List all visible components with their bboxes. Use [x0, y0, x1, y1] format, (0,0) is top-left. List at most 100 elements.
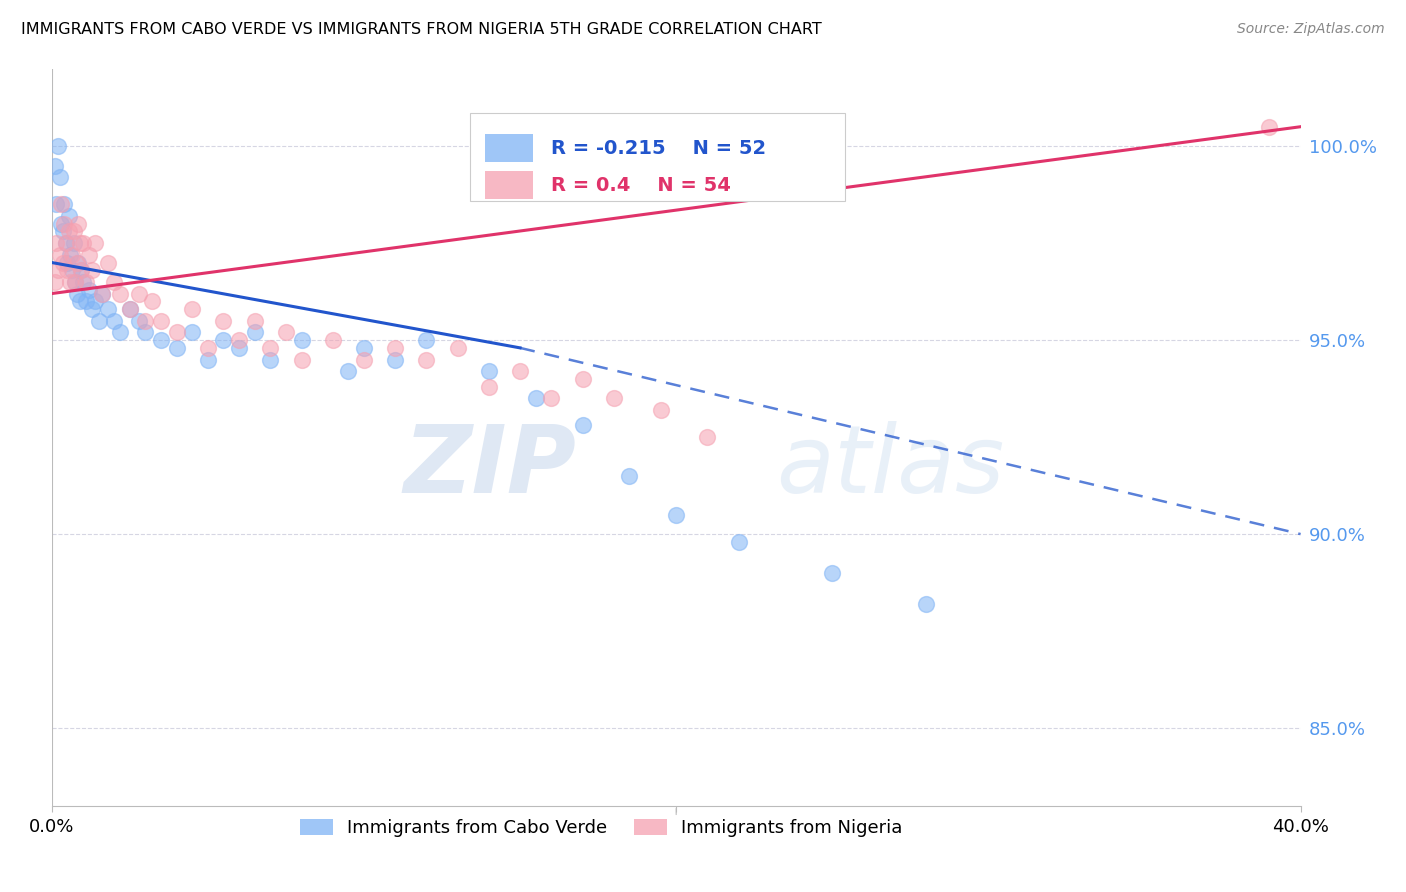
Point — [53, 217, 76, 231]
Point — [128, 286, 150, 301]
Point — [70, 263, 93, 277]
Point — [337, 364, 360, 378]
Point — [821, 566, 844, 580]
Point — [212, 314, 235, 328]
Point — [478, 379, 501, 393]
Point — [446, 341, 468, 355]
Point — [67, 255, 90, 269]
Point — [259, 352, 281, 367]
Point — [322, 333, 344, 347]
Legend: Immigrants from Cabo Verde, Immigrants from Nigeria: Immigrants from Cabo Verde, Immigrants f… — [292, 812, 910, 845]
Point — [52, 225, 75, 239]
Text: R = 0.4    N = 54: R = 0.4 N = 54 — [551, 176, 731, 194]
Point — [87, 314, 110, 328]
Point — [384, 352, 406, 367]
Point — [118, 301, 141, 316]
Point — [243, 314, 266, 328]
Point — [619, 469, 641, 483]
Point — [571, 372, 593, 386]
Point — [55, 236, 77, 251]
Point — [69, 294, 91, 309]
Point — [59, 248, 82, 262]
Point — [290, 333, 312, 347]
Point — [384, 341, 406, 355]
Point — [134, 314, 156, 328]
Text: atlas: atlas — [776, 421, 1004, 512]
Point — [62, 236, 84, 251]
Point — [46, 263, 69, 277]
Point — [259, 341, 281, 355]
FancyBboxPatch shape — [470, 112, 845, 202]
Point — [166, 341, 188, 355]
Point — [60, 263, 83, 277]
Point — [197, 341, 219, 355]
Point — [603, 392, 626, 406]
Point — [665, 508, 688, 522]
Point — [84, 294, 107, 309]
Point — [90, 286, 112, 301]
Point — [58, 225, 80, 239]
Point — [46, 139, 69, 153]
Point — [1258, 120, 1281, 134]
Point — [540, 392, 562, 406]
Point — [212, 333, 235, 347]
Text: Source: ZipAtlas.com: Source: ZipAtlas.com — [1237, 22, 1385, 37]
Point — [55, 236, 77, 251]
Point — [353, 341, 375, 355]
Point — [82, 301, 104, 316]
Point — [415, 352, 437, 367]
Point — [75, 275, 97, 289]
Point — [228, 333, 250, 347]
Point — [110, 326, 132, 340]
Point — [45, 197, 67, 211]
Point — [49, 217, 72, 231]
Point — [63, 275, 86, 289]
Point — [228, 341, 250, 355]
Text: R = -0.215    N = 52: R = -0.215 N = 52 — [551, 138, 766, 158]
Point — [56, 263, 79, 277]
Point — [69, 236, 91, 251]
Point — [134, 326, 156, 340]
Point — [181, 301, 204, 316]
Point — [274, 326, 297, 340]
Point — [166, 326, 188, 340]
Point — [63, 275, 86, 289]
Point — [118, 301, 141, 316]
Point — [103, 314, 125, 328]
Point — [915, 597, 938, 611]
Point — [53, 197, 76, 211]
Point — [103, 275, 125, 289]
Point — [62, 225, 84, 239]
Point — [128, 314, 150, 328]
Point — [571, 418, 593, 433]
Point — [52, 255, 75, 269]
Point — [509, 364, 531, 378]
Point — [181, 326, 204, 340]
Point — [70, 263, 93, 277]
Point — [66, 286, 89, 301]
Point — [524, 392, 547, 406]
Point — [353, 352, 375, 367]
Point — [650, 403, 672, 417]
Point — [45, 236, 67, 251]
Point — [415, 333, 437, 347]
Point — [97, 301, 120, 316]
FancyBboxPatch shape — [485, 134, 533, 162]
Point — [141, 294, 163, 309]
Point — [66, 255, 89, 269]
Point — [75, 294, 97, 309]
Point — [82, 263, 104, 277]
Text: IMMIGRANTS FROM CABO VERDE VS IMMIGRANTS FROM NIGERIA 5TH GRADE CORRELATION CHAR: IMMIGRANTS FROM CABO VERDE VS IMMIGRANTS… — [21, 22, 823, 37]
Point — [72, 236, 94, 251]
Point — [84, 236, 107, 251]
Point — [48, 170, 70, 185]
Point — [72, 275, 94, 289]
Point — [696, 430, 718, 444]
Point — [59, 275, 82, 289]
Point — [60, 248, 83, 262]
Point — [90, 286, 112, 301]
Point — [44, 159, 66, 173]
Text: ZIP: ZIP — [404, 421, 576, 513]
Point — [243, 326, 266, 340]
Point — [478, 364, 501, 378]
